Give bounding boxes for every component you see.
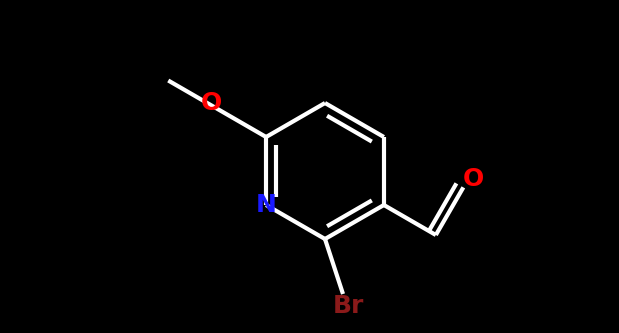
Text: O: O [463,167,484,191]
Text: N: N [256,193,277,217]
Text: O: O [201,91,222,115]
Text: Br: Br [332,294,364,318]
